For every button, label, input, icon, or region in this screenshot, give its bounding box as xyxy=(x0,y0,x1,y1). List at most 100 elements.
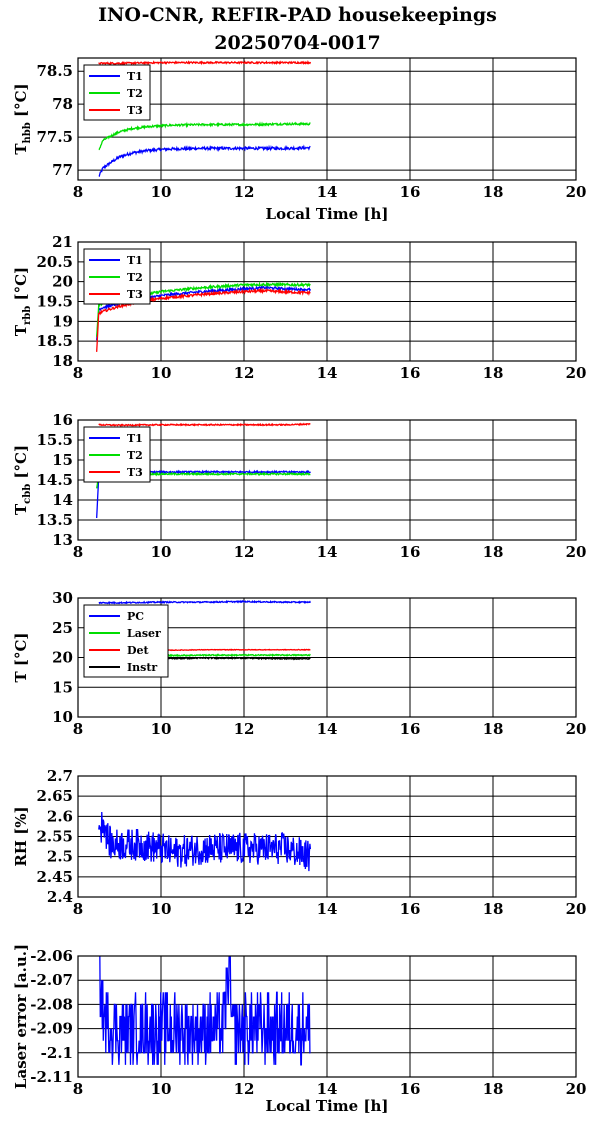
plot-frame xyxy=(77,597,577,718)
x-tick-label: 14 xyxy=(317,1080,338,1098)
series-group xyxy=(98,59,312,177)
legend-label-t3: T3 xyxy=(127,466,143,479)
x-tick-label: 10 xyxy=(151,900,172,918)
x-tick-label: 8 xyxy=(73,364,83,382)
y-axis-label: RH [%] xyxy=(12,806,30,866)
y-tick-label: 2.65 xyxy=(36,787,73,805)
legend-label-t2: T2 xyxy=(127,271,143,284)
x-tick-label: 12 xyxy=(234,720,255,738)
y-tick-label: 20 xyxy=(52,273,73,291)
x-tick-label: 8 xyxy=(73,720,83,738)
x-tick-label: 18 xyxy=(483,364,504,382)
x-tick-label: 18 xyxy=(483,720,504,738)
x-tick-label: 8 xyxy=(73,900,83,918)
x-tick-label: 12 xyxy=(234,900,255,918)
y-tick-label: 78 xyxy=(52,95,73,113)
y-tick-label: 15 xyxy=(52,451,73,469)
x-tick-label: 12 xyxy=(234,364,255,382)
series-line-data xyxy=(99,956,311,1066)
x-tick-label: 10 xyxy=(151,183,172,201)
panel-1: T1 T2 T3 8 10 12 14 16 18 20 77 77.5 78 78.5 Local Tim… xyxy=(12,57,587,223)
legend-label-t2: T2 xyxy=(127,449,143,462)
x-tick-label: 10 xyxy=(151,543,172,561)
series-line-t3 xyxy=(98,422,311,428)
x-tick-label: 8 xyxy=(73,183,83,201)
legend: PC Laser Det Instr xyxy=(83,604,169,678)
y-tick-label: 20 xyxy=(52,649,73,667)
y-tick-label: 13 xyxy=(52,531,73,549)
series-group xyxy=(98,811,312,872)
y-tick-label: 2.6 xyxy=(47,807,73,825)
x-tick-label: 20 xyxy=(566,183,587,201)
y-tick-label: -2.07 xyxy=(30,971,73,989)
y-tick-label: 2.55 xyxy=(36,828,73,846)
y-axis-label: Thbb [°C] xyxy=(12,83,33,154)
x-tick-label: 20 xyxy=(566,364,587,382)
y-axis-label: Tcbb [°C] xyxy=(12,445,33,515)
legend-label-t1: T1 xyxy=(127,432,143,445)
x-tick-label: 16 xyxy=(400,720,421,738)
x-tick-label: 10 xyxy=(151,364,172,382)
y-tick-label: 2.45 xyxy=(36,868,73,886)
y-tick-label: 2.5 xyxy=(47,848,73,866)
x-tick-label: 12 xyxy=(234,183,255,201)
x-tick-label: 14 xyxy=(317,900,338,918)
series-line-t2 xyxy=(98,121,311,151)
plot-frame xyxy=(77,419,577,541)
y-tick-label: 19 xyxy=(52,312,73,330)
y-tick-label: 13.5 xyxy=(36,511,73,529)
series-group xyxy=(99,956,311,1066)
y-tick-label: 15 xyxy=(52,678,73,696)
x-tick-label: 16 xyxy=(400,183,421,201)
x-tick-label: 14 xyxy=(317,183,338,201)
y-tick-label: -2.09 xyxy=(30,1020,73,1038)
y-axis-label: T [°C] xyxy=(12,632,30,682)
x-tick-label: 16 xyxy=(400,900,421,918)
panel-6: 8 10 12 14 16 18 20 -2.11 -2.1 -2.09 -2.08 -2.07 -2.… xyxy=(12,944,586,1115)
y-tick-label: 77.5 xyxy=(36,128,73,146)
plot-frame xyxy=(77,241,577,362)
x-tick-label: 18 xyxy=(483,543,504,561)
legend-label-det: Det xyxy=(127,644,150,657)
legend-label-pc: PC xyxy=(127,610,144,623)
y-axis-label: Laser error [a.u.] xyxy=(12,944,30,1089)
x-tick-label: 20 xyxy=(566,720,587,738)
y-tick-label: 16 xyxy=(52,411,73,429)
y-tick-label: 30 xyxy=(52,589,73,607)
x-tick-label: 16 xyxy=(400,1080,421,1098)
legend: T1 T2 T3 xyxy=(83,64,151,121)
y-axis-label: Trbb [°C] xyxy=(12,267,33,336)
y-tick-label: -2.08 xyxy=(30,995,73,1013)
x-tick-label: 18 xyxy=(483,1080,504,1098)
x-axis-label: Local Time [h] xyxy=(266,1097,389,1115)
legend-label-t3: T3 xyxy=(127,104,143,117)
y-tick-label: -2.1 xyxy=(41,1044,73,1062)
series-line-t1 xyxy=(98,144,311,177)
y-tick-label: 18 xyxy=(52,352,73,370)
x-axis-label: Local Time [h] xyxy=(266,205,389,223)
x-tick-label: 16 xyxy=(400,364,421,382)
legend: T1 T2 T3 xyxy=(83,248,151,305)
x-tick-label: 12 xyxy=(234,543,255,561)
x-tick-label: 20 xyxy=(566,543,587,561)
y-tick-label: 78.5 xyxy=(36,62,73,80)
legend: T1 T2 T3 xyxy=(83,426,151,483)
legend-label-t1: T1 xyxy=(127,70,143,83)
legend-label-t3: T3 xyxy=(127,288,143,301)
legend-label-laser: Laser xyxy=(127,627,161,640)
y-tick-label: -2.11 xyxy=(30,1068,73,1086)
legend-label-t2: T2 xyxy=(127,87,143,100)
panel-5: 8 10 12 14 16 18 20 2.4 2.45 2.5 2.55 2.6 2.65 2.7 RH … xyxy=(12,767,586,918)
y-tick-label: 20.5 xyxy=(36,253,73,271)
x-tick-label: 8 xyxy=(73,543,83,561)
x-tick-label: 20 xyxy=(566,900,587,918)
panel-3: T1 T2 T3 8 10 12 14 16 18 20 13 13.5 14 14.5 15 15.5 16 T… xyxy=(12,411,586,561)
series-line-data xyxy=(98,811,312,872)
y-tick-label: 14 xyxy=(52,491,73,509)
series-line-pc xyxy=(98,599,311,605)
y-tick-label: 15.5 xyxy=(36,431,73,449)
y-tick-label: 10 xyxy=(52,708,73,726)
chart-title: INO-CNR, REFIR-PAD housekeepings xyxy=(98,4,497,26)
